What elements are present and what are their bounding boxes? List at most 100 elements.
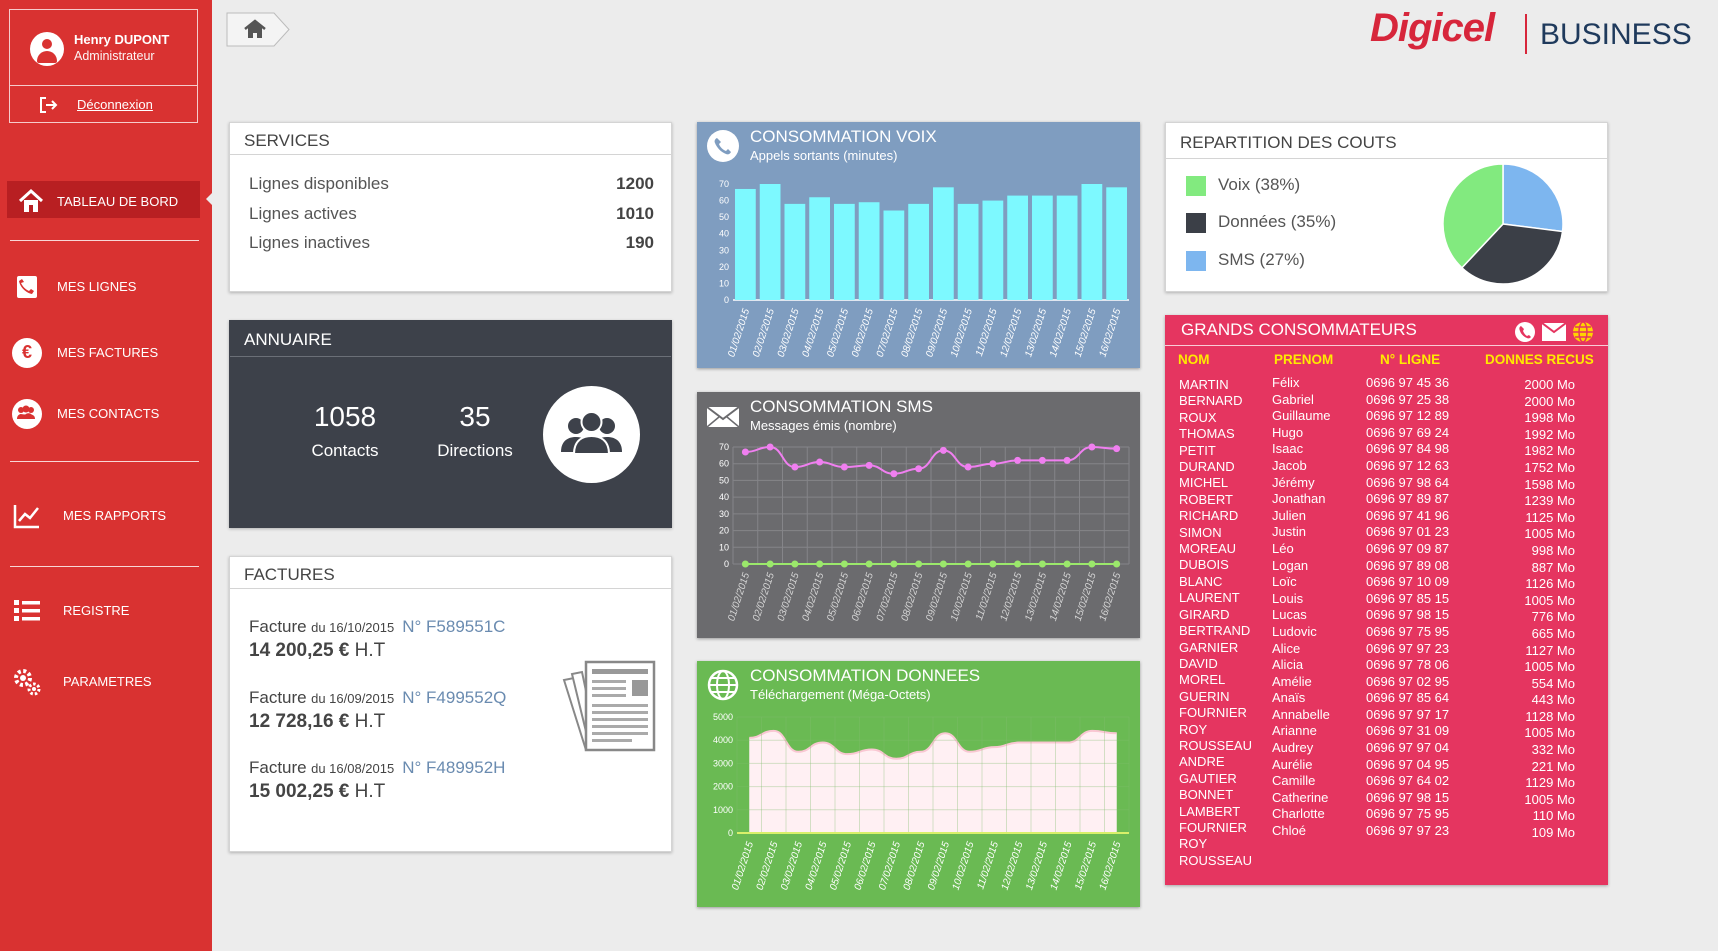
invoice-item[interactable]: Facture du 16/08/2015 N° F489952H 15 002,… — [249, 758, 505, 803]
logout-label[interactable]: Déconnexion — [77, 97, 153, 112]
legend-voix: Voix (38%) — [1186, 175, 1300, 196]
chart-title: CONSOMMATION DONNEES — [750, 666, 981, 685]
chart-line-icon — [13, 505, 39, 529]
table-cell: 0696 97 98 15 — [1366, 607, 1450, 623]
y-tick-label: 4000 — [713, 735, 733, 745]
x-tick-label: 16/02/2015 — [1098, 571, 1124, 622]
table-cell: 0696 97 85 15 — [1366, 590, 1450, 606]
globe-icon[interactable] — [1572, 321, 1594, 343]
y-tick-label: 30 — [719, 509, 729, 519]
data-point — [766, 560, 774, 568]
data-point — [1038, 560, 1046, 568]
x-tick-label: 13/02/2015 — [1023, 571, 1049, 622]
nav-item-dashboard[interactable]: TABLEAU DE BORD — [7, 181, 213, 218]
invoice-item[interactable]: Facture du 16/10/2015 N° F589551C 14 200,… — [249, 617, 505, 662]
nav-item-settings[interactable]: PARAMETRES — [0, 659, 212, 703]
directions-count: 35 — [459, 401, 491, 432]
col-header-prenom: PRENOM — [1274, 352, 1334, 367]
x-tick-label: 14/02/2015 — [1048, 307, 1074, 358]
nav-label: REGISTRE — [63, 603, 130, 618]
services-row-label: Lignes inactives — [249, 233, 370, 252]
column-donnees: 2000 Mo 2000 Mo 1998 Mo 1992 Mo 1982 Mo 1752 … — [1465, 377, 1575, 842]
table-cell: Lucas — [1272, 607, 1307, 623]
legend-sms: SMS (27%) — [1186, 250, 1305, 271]
x-tick-label: 12/02/2015 — [999, 307, 1025, 358]
y-tick-label: 70 — [719, 179, 729, 189]
table-cell: 887 Mo — [1531, 559, 1575, 575]
data-point — [964, 463, 972, 471]
table-cell: 1125 Mo — [1525, 509, 1575, 525]
invoice-number[interactable]: N° F489952H — [402, 758, 506, 777]
invoice-tax: H.T — [354, 781, 386, 802]
nav-item-reports[interactable]: MES RAPPORTS — [0, 493, 212, 537]
bar — [982, 200, 1004, 300]
table-cell: SIMON — [1179, 524, 1222, 540]
x-tick-label: 16/02/2015 — [1098, 307, 1124, 358]
phone-icon[interactable] — [1514, 321, 1536, 343]
column-nom: MARTIN BERNARD ROUX THOMAS PETIT DURAND MICHEL… — [1179, 377, 1252, 869]
invoice-number[interactable]: N° F589551C — [402, 617, 506, 636]
envelope-icon — [706, 406, 740, 428]
annuaire-card[interactable]: ANNUAIRE 1058 Contacts 35 Directions — [229, 320, 672, 528]
table-cell: 1005 Mo — [1524, 791, 1575, 807]
x-tick-label: 13/02/2015 — [1024, 840, 1050, 891]
x-tick-label: 08/02/2015 — [900, 571, 926, 622]
series-line — [749, 729, 1117, 760]
y-tick-label: 5000 — [713, 712, 733, 722]
grands-consommateurs-card: GRANDS CONSOMMATEURS NOM PRENOM N° LIGNE… — [1165, 315, 1608, 885]
data-point — [840, 463, 848, 471]
table-cell: 0696 97 78 06 — [1366, 657, 1450, 673]
cost-pie-chart — [1442, 163, 1564, 285]
table-cell: 1752 Mo — [1524, 459, 1575, 475]
invoice-tax: H.T — [354, 640, 386, 661]
table-cell: MICHEL — [1179, 475, 1229, 491]
y-tick-label: 50 — [719, 212, 729, 222]
x-tick-label: 10/02/2015 — [949, 571, 975, 622]
table-cell: GIRARD — [1179, 606, 1230, 622]
legend-swatch — [1186, 212, 1206, 233]
data-point — [840, 560, 848, 568]
x-tick-label: 06/02/2015 — [850, 307, 876, 358]
data-point — [915, 465, 923, 473]
data-point — [890, 560, 898, 568]
table-cell: 110 Mo — [1532, 808, 1575, 824]
x-tick-label: 15/02/2015 — [1073, 307, 1099, 358]
data-point — [964, 560, 972, 568]
services-row-value: 1200 — [616, 174, 654, 193]
nav-item-register[interactable]: REGISTRE — [0, 588, 212, 632]
invoice-number[interactable]: N° F499552Q — [402, 688, 507, 707]
invoice-item[interactable]: Facture du 16/09/2015 N° F499552Q 12 728,… — [249, 688, 506, 733]
bar — [858, 202, 880, 300]
logout-button[interactable]: Déconnexion — [10, 86, 197, 123]
contacts-icon — [12, 399, 42, 429]
data-point — [1088, 443, 1096, 451]
breadcrumb-home[interactable] — [226, 12, 290, 47]
data-point — [1088, 560, 1096, 568]
invoice-amount: 15 002,25 € — [249, 781, 350, 802]
table-cell: 665 Mo — [1531, 625, 1575, 641]
x-tick-label: 08/02/2015 — [902, 840, 928, 891]
bar — [735, 188, 756, 300]
envelope-icon[interactable] — [1542, 323, 1566, 341]
data-point — [915, 560, 923, 568]
globe-icon — [707, 669, 739, 701]
chart-subtitle: Téléchargement (Méga-Octets) — [750, 687, 931, 702]
nav-item-lines[interactable]: MES LIGNES — [0, 264, 212, 308]
logout-icon — [40, 97, 58, 113]
table-cell: 0696 97 64 02 — [1366, 773, 1450, 789]
table-cell: DAVID — [1179, 655, 1218, 671]
nav-label: MES FACTURES — [57, 345, 159, 360]
x-tick-label: 06/02/2015 — [850, 571, 876, 622]
nav-item-contacts[interactable]: MES CONTACTS — [0, 391, 212, 435]
nav-label: TABLEAU DE BORD — [57, 194, 179, 209]
invoice-tax: H.T — [354, 711, 386, 732]
y-tick-label: 0 — [724, 295, 729, 305]
nav-item-invoices[interactable]: € MES FACTURES — [0, 330, 212, 374]
table-cell: 1005 Mo — [1524, 659, 1575, 675]
bar — [1106, 187, 1127, 300]
table-cell: 0696 97 97 23 — [1366, 640, 1450, 656]
table-cell: 1126 Mo — [1525, 576, 1575, 592]
services-row: Lignes disponibles 1200 — [249, 174, 654, 194]
nav-label: MES CONTACTS — [57, 406, 160, 421]
table-cell: 0696 97 97 04 — [1366, 740, 1450, 756]
